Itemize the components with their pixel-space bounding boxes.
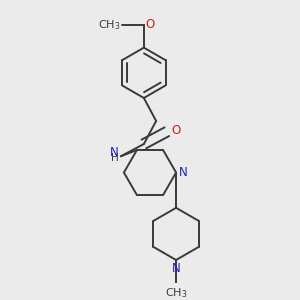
Text: N: N bbox=[110, 146, 118, 159]
Text: CH$_3$: CH$_3$ bbox=[165, 286, 187, 300]
Text: O: O bbox=[146, 18, 154, 31]
Text: N: N bbox=[172, 262, 181, 275]
Text: O: O bbox=[172, 124, 181, 137]
Text: N: N bbox=[179, 166, 188, 179]
Text: H: H bbox=[111, 153, 119, 163]
Text: CH$_3$: CH$_3$ bbox=[98, 18, 121, 32]
